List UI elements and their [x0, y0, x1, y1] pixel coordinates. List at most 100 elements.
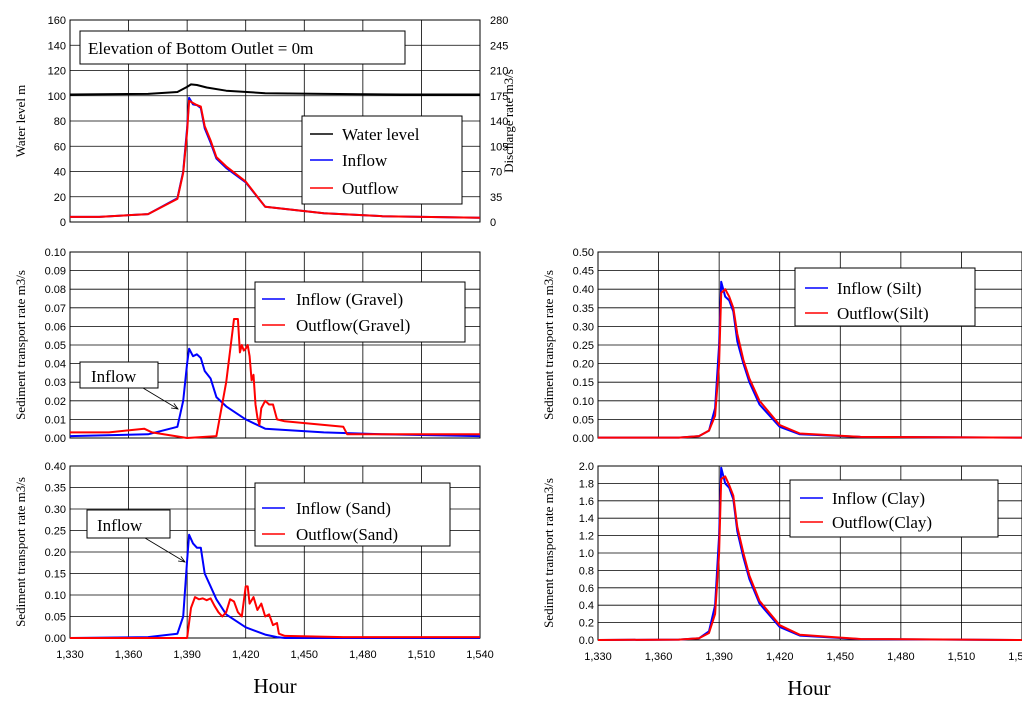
- y-tick-label: 0.8: [579, 565, 594, 577]
- x-tick-label: 1,360: [645, 651, 673, 663]
- series-line-0: [69, 83, 480, 96]
- legend-entry: Inflow (Sand): [296, 499, 391, 518]
- y-tick-label: 1.6: [579, 496, 594, 508]
- y-tick-label: 0.40: [45, 461, 66, 473]
- y-tick-label: 0.45: [573, 266, 594, 278]
- x-tick-label: 1,390: [173, 649, 201, 661]
- annotation-box: [79, 30, 406, 65]
- series-line-0: [597, 466, 1022, 641]
- callout-arrow: [142, 387, 179, 410]
- y-tick-label: 0.07: [45, 303, 66, 315]
- callout-arrowhead: [171, 403, 179, 410]
- x-tick-label: 1,450: [291, 649, 319, 661]
- panel-p1: 0 20 40 60 80 100 120 140 160 0 35 70 105 140 175 210 24…: [13, 15, 516, 229]
- y-tick-label: 0.35: [573, 303, 594, 315]
- y-tick-label: 0.20: [573, 359, 594, 371]
- y-tick-label: 0.6: [579, 583, 594, 595]
- series-line-0: [69, 533, 480, 639]
- series-line-1: [70, 318, 480, 439]
- y-tick-label: 140: [48, 40, 66, 52]
- y-tick-label: 0.15: [573, 377, 594, 389]
- x-tick-label: 1,480: [349, 649, 377, 661]
- y2-tick-label: 0: [490, 217, 496, 229]
- y-tick-label: 0.10: [45, 247, 66, 259]
- x-axis-label: Hour: [253, 674, 296, 698]
- y-tick-label: 100: [48, 91, 66, 103]
- y-tick-label: 0.25: [45, 526, 66, 538]
- y-tick-label: 2.0: [579, 461, 594, 473]
- y-tick-label: 0.05: [45, 612, 66, 624]
- y-tick-label: 0.35: [45, 483, 66, 495]
- legend-entry: Outflow: [342, 179, 399, 198]
- y2-tick-label: 210: [490, 66, 508, 78]
- y-tick-label: 0.05: [45, 340, 66, 352]
- y-tick-label: 0.08: [45, 284, 66, 296]
- y-axis-label: Water level m: [13, 85, 28, 158]
- series-line-0: [69, 347, 481, 438]
- y-tick-label: 80: [54, 116, 66, 128]
- legend-box: [794, 267, 976, 327]
- legend-box: [789, 479, 999, 538]
- y-tick-label: 0.03: [45, 377, 66, 389]
- legend-entry: Water level: [342, 125, 420, 144]
- x-tick-label: 1,330: [56, 649, 84, 661]
- x-axis-label: Hour: [787, 676, 830, 700]
- legend-entry: Outflow(Clay): [832, 513, 932, 532]
- y-tick-label: 0.05: [573, 414, 594, 426]
- y2-axis-label: Discharge rate m3/s: [501, 69, 516, 173]
- x-tick-label: 1,390: [705, 651, 733, 663]
- y-tick-label: 0.00: [45, 633, 66, 645]
- series-line-1: [597, 475, 1022, 641]
- y-tick-label: 0.15: [45, 569, 66, 581]
- y2-tick-label: 245: [490, 40, 508, 52]
- y-tick-label: 20: [54, 192, 66, 204]
- panel-p5: 1,330 1,360 1,390 1,420 1,450 1,480 1,510 1,540…: [541, 461, 1022, 700]
- y-tick-label: 0.2: [579, 618, 594, 630]
- x-tick-label: 1,420: [766, 651, 794, 663]
- series-line-2: [70, 99, 481, 219]
- panel-p4: 1,330 1,360 1,390 1,420 1,450 1,480 1,510 1,540…: [13, 461, 494, 698]
- y2-tick-label: 35: [490, 192, 502, 204]
- x-tick-label: 1,540: [466, 649, 494, 661]
- y-tick-label: 0.30: [573, 321, 594, 333]
- y-tick-label: 0.02: [45, 396, 66, 408]
- y-tick-label: 0.40: [573, 284, 594, 296]
- legend-box: [254, 482, 451, 547]
- y-tick-label: 0.00: [45, 433, 66, 445]
- y2-tick-label: 105: [490, 141, 508, 153]
- y-tick-label: 0: [60, 217, 66, 229]
- x-tick-label: 1,420: [232, 649, 260, 661]
- x-tick-label: 1,540: [1008, 651, 1022, 663]
- y-tick-label: 0.4: [579, 600, 594, 612]
- y-tick-label: 0.0: [579, 635, 594, 647]
- legend-entry: Outflow(Gravel): [296, 316, 410, 335]
- y-tick-label: 40: [54, 167, 66, 179]
- x-tick-label: 1,330: [584, 651, 612, 663]
- y-tick-label: 1.8: [579, 478, 594, 490]
- y-tick-label: 0.25: [573, 340, 594, 352]
- callout-arrowhead: [178, 556, 186, 563]
- callout-text: Inflow: [91, 367, 137, 386]
- y2-tick-label: 140: [490, 116, 508, 128]
- y-axis-label: Sediment transport rate m3/s: [13, 270, 28, 420]
- series-line-1: [70, 585, 480, 639]
- y-tick-label: 0.09: [45, 266, 66, 278]
- y-tick-label: 1.0: [579, 548, 594, 560]
- legend-entry: Inflow (Clay): [832, 489, 925, 508]
- legend-entry: Inflow (Gravel): [296, 290, 403, 309]
- legend-entry: Inflow: [342, 151, 388, 170]
- y2-tick-label: 175: [490, 91, 508, 103]
- y-tick-label: 0.10: [45, 590, 66, 602]
- callout-box: [86, 509, 171, 539]
- y-tick-label: 160: [48, 15, 66, 27]
- y-axis-label: Sediment transport rate m3/s: [13, 477, 28, 627]
- x-tick-label: 1,510: [948, 651, 976, 663]
- y-tick-label: 1.4: [579, 513, 594, 525]
- y-tick-label: 0.01: [45, 414, 66, 426]
- legend-entry: Inflow (Silt): [837, 279, 922, 298]
- y-tick-label: 60: [54, 141, 66, 153]
- y-tick-label: 120: [48, 66, 66, 78]
- callout-arrow: [144, 537, 186, 563]
- callout-box: [79, 361, 159, 389]
